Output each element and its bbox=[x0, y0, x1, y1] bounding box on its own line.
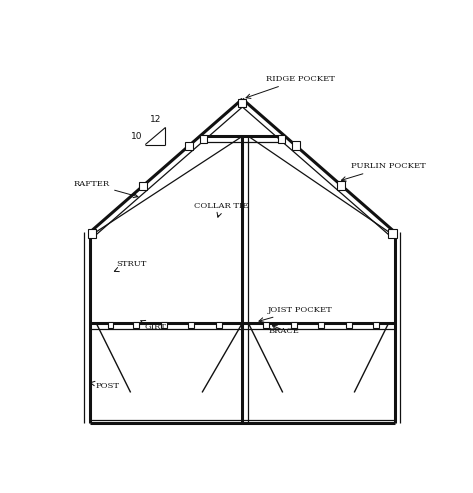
Text: STRUT: STRUT bbox=[114, 260, 146, 272]
Text: 12: 12 bbox=[149, 115, 161, 124]
Text: BRACE: BRACE bbox=[269, 325, 300, 335]
Bar bbox=[388, 229, 397, 238]
Bar bbox=[161, 322, 166, 328]
Bar bbox=[292, 141, 300, 150]
Bar bbox=[216, 322, 221, 328]
Text: RAFTER: RAFTER bbox=[73, 179, 138, 198]
Bar bbox=[346, 322, 351, 328]
Bar bbox=[318, 322, 324, 328]
Bar bbox=[263, 322, 269, 328]
Bar bbox=[133, 322, 139, 328]
Bar bbox=[200, 136, 207, 143]
Bar bbox=[88, 229, 96, 238]
Bar bbox=[278, 136, 285, 143]
Bar bbox=[107, 322, 114, 328]
Text: JOIST POCKET: JOIST POCKET bbox=[259, 306, 332, 322]
Text: RIDGE POCKET: RIDGE POCKET bbox=[246, 75, 335, 99]
Text: PURLIN POCKET: PURLIN POCKET bbox=[342, 162, 425, 181]
Bar bbox=[337, 181, 345, 189]
Text: GIRT: GIRT bbox=[141, 320, 166, 331]
Text: 10: 10 bbox=[131, 132, 142, 141]
Bar bbox=[188, 322, 194, 328]
Text: POST: POST bbox=[89, 381, 119, 389]
Bar bbox=[184, 142, 193, 150]
Bar bbox=[373, 322, 379, 328]
Bar bbox=[291, 322, 297, 328]
Bar bbox=[139, 182, 147, 190]
Text: COLLAR TIE: COLLAR TIE bbox=[194, 202, 248, 217]
Bar bbox=[238, 99, 246, 107]
